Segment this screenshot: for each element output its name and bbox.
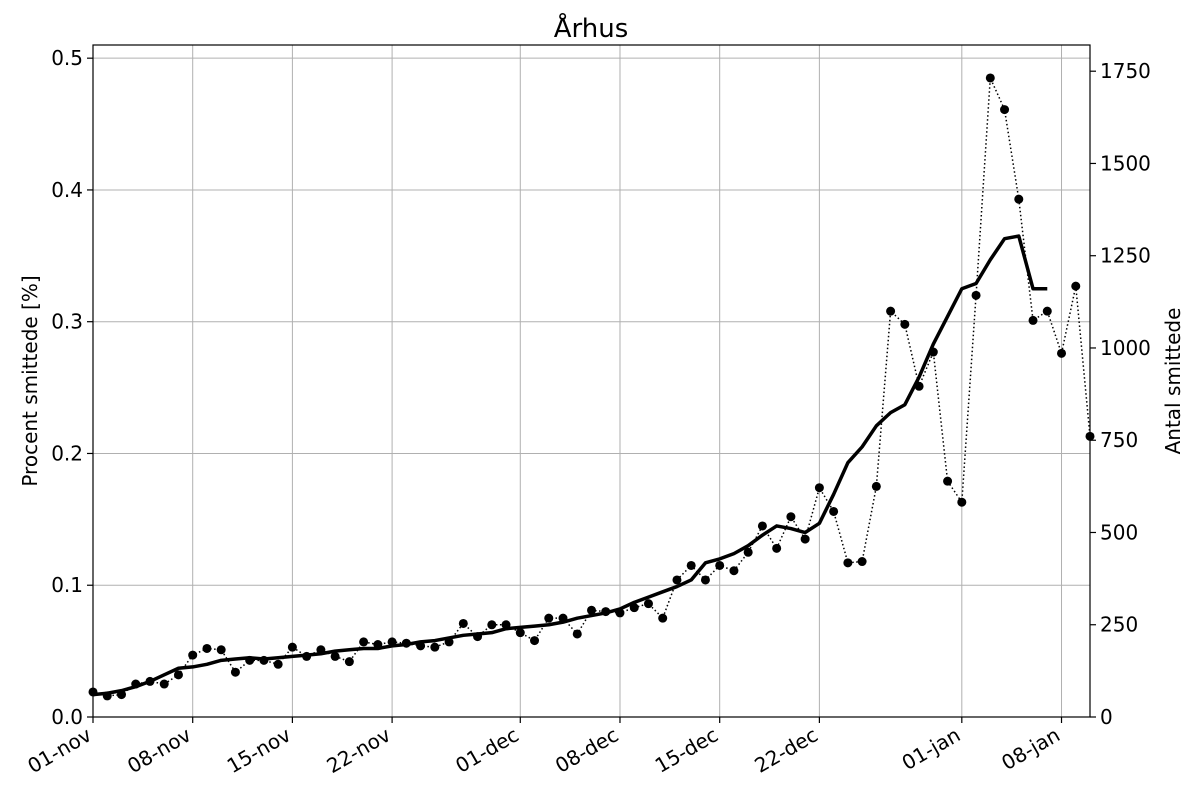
daily-data-point — [230, 667, 240, 677]
y-tick-label: 0.4 — [51, 178, 83, 202]
y-tick-label: 0.5 — [51, 46, 83, 70]
daily-data-point — [715, 560, 725, 570]
daily-data-point — [1000, 105, 1010, 115]
daily-data-point — [515, 628, 525, 638]
series-layer — [88, 73, 1095, 701]
daily-data-point — [800, 534, 810, 544]
y-tick-label: 0.3 — [51, 310, 83, 334]
y2-tick-label: 500 — [1100, 520, 1138, 544]
daily-data-point — [202, 643, 212, 653]
y2-tick-label: 0 — [1100, 705, 1113, 729]
grid-lines — [92, 45, 1090, 718]
daily-data-point — [287, 642, 297, 652]
y2-tick-label: 1000 — [1100, 336, 1151, 360]
daily-data-point — [487, 620, 497, 630]
daily-data-point — [829, 506, 839, 516]
daily-data-point — [772, 543, 782, 553]
daily-data-point — [729, 566, 739, 576]
y2-tick-label: 250 — [1100, 613, 1138, 637]
daily-data-point — [430, 642, 440, 652]
daily-data-point — [857, 557, 867, 567]
daily-data-point — [743, 547, 753, 557]
daily-data-point — [786, 512, 796, 522]
daily-data-point — [1057, 348, 1067, 358]
daily-data-point — [943, 476, 953, 486]
daily-data-point — [216, 645, 226, 655]
daily-data-point — [643, 599, 653, 609]
daily-data-point — [1071, 281, 1081, 291]
daily-data-point — [886, 306, 896, 316]
daily-data-point — [587, 605, 596, 615]
daily-data-point — [658, 613, 668, 623]
daily-data-point — [159, 679, 169, 689]
daily-data-point — [330, 651, 340, 661]
daily-data-point — [985, 73, 995, 83]
chart-title: Århus — [554, 12, 629, 44]
daily-data-point — [871, 481, 881, 491]
daily-data-point — [344, 657, 354, 667]
daily-data-point — [530, 636, 540, 646]
average-series-line — [92, 234, 1048, 697]
daily-data-point — [273, 659, 283, 669]
daily-data-point — [700, 575, 710, 585]
daily-data-point — [629, 603, 639, 613]
daily-data-point — [900, 319, 910, 329]
y2-axis-label: Antal smittede — [1161, 308, 1185, 455]
y2-tick-label: 1750 — [1100, 59, 1151, 83]
daily-data-point — [686, 560, 696, 570]
daily-data-point — [672, 575, 682, 585]
daily-data-point — [1014, 194, 1024, 204]
daily-data-point — [814, 483, 824, 493]
y-tick-label: 0.2 — [51, 441, 83, 465]
y-tick-label: 0.0 — [51, 705, 83, 729]
daily-data-point — [757, 521, 767, 531]
y-axis-label: Procent smittede [%] — [18, 275, 42, 486]
daily-data-point — [188, 650, 198, 660]
daily-data-point — [173, 670, 183, 680]
y2-tick-label: 750 — [1100, 428, 1138, 452]
daily-data-point — [1028, 315, 1038, 325]
daily-data-point — [359, 637, 369, 647]
daily-data-point — [843, 558, 853, 568]
y-tick-label: 0.1 — [51, 573, 83, 597]
daily-data-point — [1042, 306, 1052, 316]
daily-data-point — [572, 629, 582, 639]
y2-tick-label: 1250 — [1100, 244, 1151, 268]
plot-frame — [92, 44, 1091, 718]
daily-data-point — [458, 618, 468, 628]
y2-tick-label: 1500 — [1100, 151, 1151, 175]
daily-data-point — [957, 497, 967, 507]
daily-data-point — [544, 613, 554, 623]
daily-data-point — [971, 290, 981, 300]
